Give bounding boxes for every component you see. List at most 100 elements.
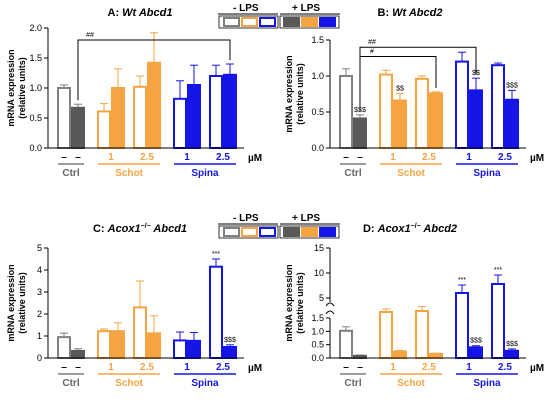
bar-schot-2.5 — [133, 306, 147, 359]
group-label-ctrl: Ctrl — [344, 168, 361, 179]
legend-box — [279, 15, 340, 29]
group-label-schot: Schot — [397, 378, 425, 389]
legend-box — [279, 225, 340, 239]
y-tick-label: 1.5 — [311, 35, 324, 45]
panel-title: B: Wt Abcd2 — [378, 7, 443, 19]
x-dose-label: – — [75, 362, 81, 373]
panel-b: B: Wt Abcd2 mRNA expression (relative unit… — [284, 7, 544, 179]
unit-label: µM — [248, 363, 262, 374]
bar-spina-2.5 — [209, 265, 223, 360]
legend-swatch — [241, 227, 258, 237]
group-label-ctrl: Ctrl — [62, 168, 79, 179]
group-label-spina: Spina — [473, 168, 501, 179]
significance-annotation: *** — [494, 267, 502, 274]
panel-c: C: Acox1−/− Abcd1 mRNA expression (relativ… — [6, 223, 262, 389]
legend-swatch — [319, 17, 336, 27]
bar-spina-lps-1 — [469, 346, 483, 360]
x-dose-label: – — [343, 152, 349, 163]
legend-swatch — [223, 17, 240, 27]
y-tick-label: 0.0 — [311, 353, 324, 363]
significance-annotation: *** — [458, 277, 466, 284]
bar-spina-2.5 — [491, 64, 505, 149]
legend-middle: - LPS + LPS — [218, 213, 340, 225]
x-dose-label: – — [61, 362, 67, 373]
x-dose-label: 2.5 — [498, 152, 512, 163]
legend-box — [218, 15, 279, 29]
significance-annotation: $$$ — [470, 338, 482, 345]
y-tick-label: 1.0 — [311, 326, 324, 336]
x-dose-label: 1 — [184, 362, 190, 373]
y-axis-label: mRNA expression — [284, 264, 294, 341]
x-dose-label: 2.5 — [422, 362, 436, 373]
bar-schot-lps-1 — [393, 350, 407, 360]
bar-schot-1 — [379, 311, 393, 359]
y-tick-label: 1.5 — [311, 313, 324, 323]
x-dose-label: – — [61, 152, 67, 163]
x-dose-label: 1 — [184, 152, 190, 163]
y-tick-label: 0.5 — [311, 107, 324, 117]
bar-spina-lps-2.5 — [223, 73, 237, 149]
group-label-schot: Schot — [397, 168, 425, 179]
bar-spina-2.5 — [209, 75, 223, 149]
bar-ctrl-ctrl — [57, 336, 71, 360]
group-label-spina: Spina — [191, 168, 219, 179]
bar-ctrl-lps-ctrl — [353, 117, 367, 150]
x-dose-label: 1 — [466, 152, 472, 163]
legend-swatch — [223, 227, 240, 237]
x-dose-label: 2.5 — [140, 152, 154, 163]
legend-swatch — [241, 17, 258, 27]
unit-label: µM — [530, 153, 544, 164]
y-tick-label: 0.0 — [311, 143, 324, 153]
legend-minus-lps-label: - LPS — [233, 3, 259, 14]
bar-schot-lps-2.5 — [147, 61, 161, 149]
bar-schot-lps-2.5 — [147, 332, 161, 359]
y-tick-label: 15 — [314, 243, 324, 253]
bar-ctrl-ctrl — [57, 87, 71, 149]
bar-schot-1 — [97, 110, 111, 149]
bar-schot-2.5 — [415, 310, 429, 359]
bar-spina-1 — [455, 60, 469, 149]
y-axis-label: mRNA expression — [6, 264, 16, 341]
group-label-schot: Schot — [115, 378, 143, 389]
bar-spina-lps-2.5 — [223, 346, 237, 359]
group-label-ctrl: Ctrl — [344, 378, 361, 389]
bar-spina-lps-1 — [469, 89, 483, 149]
legend-swatch — [301, 227, 318, 237]
panel-title: C: Acox1−/− Abcd1 — [93, 223, 187, 235]
bar-spina-lps-2.5 — [505, 349, 519, 359]
bar-spina-lps-1 — [187, 84, 201, 149]
x-dose-label: – — [75, 152, 81, 163]
y-axis-label: (relative units) — [17, 57, 27, 119]
axis-break-mark — [325, 302, 335, 315]
bar-schot-1 — [379, 73, 393, 149]
y-tick-label: 1.0 — [311, 71, 324, 81]
x-dose-label: 1 — [390, 362, 396, 373]
bar-schot-lps-1 — [111, 87, 125, 149]
x-dose-label: 1 — [466, 362, 472, 373]
significance-bracket — [359, 56, 437, 111]
bar-schot-1 — [97, 330, 111, 360]
legend-minus-lps-label: - LPS — [233, 213, 259, 224]
bar-spina-1 — [173, 97, 187, 150]
y-axis-label: (relative units) — [17, 272, 27, 334]
x-dose-label: 2.5 — [140, 362, 154, 373]
legend-plus-lps-label: + LPS — [292, 3, 320, 14]
x-dose-label: 1 — [390, 152, 396, 163]
y-tick-label: 0.0 — [29, 143, 42, 153]
bar-spina-lps-2.5 — [505, 98, 519, 150]
y-tick-label: 0.5 — [29, 113, 42, 123]
bar-ctrl-lps-ctrl — [71, 106, 85, 150]
x-dose-label: 1 — [108, 362, 114, 373]
bar-schot-lps-2.5 — [429, 353, 443, 359]
significance-annotation: *** — [212, 251, 220, 258]
y-tick-label: 0 — [37, 353, 42, 363]
x-dose-label: 2.5 — [216, 362, 230, 373]
bar-spina-1 — [455, 292, 469, 359]
bracket-label: ## — [86, 32, 94, 39]
panel-d: D: Acox1−/− Abcd2 mRNA expression (relativ… — [284, 223, 544, 389]
bar-spina-1 — [173, 339, 187, 359]
y-axis-label: mRNA expression — [284, 55, 294, 132]
bar-spina-2.5 — [491, 283, 505, 359]
legend-swatch — [301, 17, 318, 27]
